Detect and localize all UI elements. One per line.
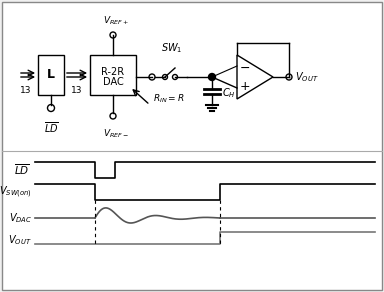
Text: 13: 13 xyxy=(71,86,83,95)
Text: $R_{IN} = R$: $R_{IN} = R$ xyxy=(153,93,185,105)
Text: $V_{SW(on)}$: $V_{SW(on)}$ xyxy=(0,184,32,200)
Text: $V_{REF-}$: $V_{REF-}$ xyxy=(103,127,129,140)
Text: 13: 13 xyxy=(20,86,32,95)
Text: $\overline{LD}$: $\overline{LD}$ xyxy=(14,163,30,177)
Text: $\overline{LD}$: $\overline{LD}$ xyxy=(43,120,58,135)
Text: $V_{DAC}$: $V_{DAC}$ xyxy=(9,211,32,225)
Text: −: − xyxy=(240,62,250,74)
Circle shape xyxy=(162,74,167,79)
Circle shape xyxy=(209,74,215,81)
Text: DAC: DAC xyxy=(103,77,123,87)
Text: R-2R: R-2R xyxy=(101,67,124,77)
Polygon shape xyxy=(237,55,273,99)
Circle shape xyxy=(286,74,292,80)
Text: $V_{OUT}$: $V_{OUT}$ xyxy=(8,233,32,247)
Text: $C_H$: $C_H$ xyxy=(222,86,236,100)
Bar xyxy=(90,55,136,95)
Bar xyxy=(38,55,64,95)
Text: $V_{OUT}$: $V_{OUT}$ xyxy=(295,70,319,84)
Circle shape xyxy=(110,32,116,38)
Text: L: L xyxy=(47,69,55,81)
Text: +: + xyxy=(240,79,250,93)
Circle shape xyxy=(48,105,55,112)
Text: $SW_1$: $SW_1$ xyxy=(161,41,183,55)
Circle shape xyxy=(149,74,155,80)
Text: $V_{REF+}$: $V_{REF+}$ xyxy=(103,15,129,27)
Circle shape xyxy=(172,74,177,79)
Circle shape xyxy=(110,113,116,119)
